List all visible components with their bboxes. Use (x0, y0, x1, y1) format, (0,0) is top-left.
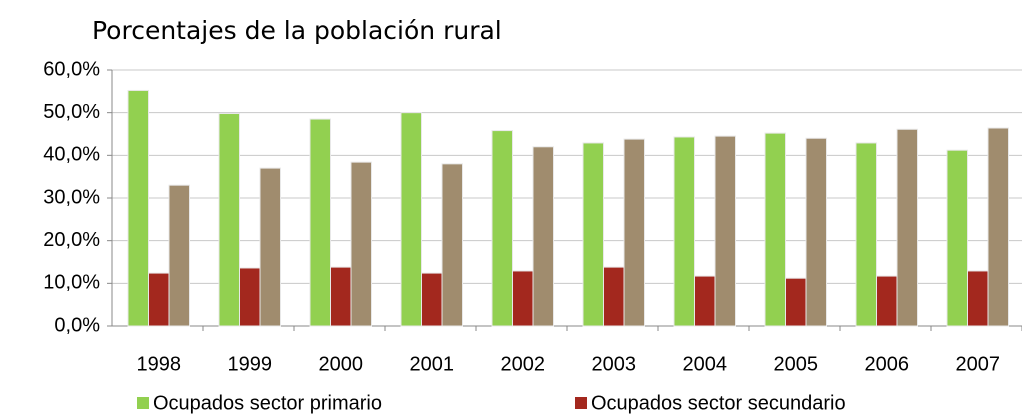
bar (441, 163, 463, 327)
bar (239, 267, 261, 327)
bar (259, 167, 281, 327)
bar (896, 128, 918, 327)
bar (967, 270, 989, 327)
y-tick-label: 30,0% (43, 186, 100, 208)
bar (309, 118, 331, 327)
bar (714, 135, 736, 327)
bar (512, 270, 534, 327)
y-tick-label: 10,0% (43, 272, 100, 294)
chart-title: Porcentajes de la población rural (92, 16, 502, 45)
legend-label: Ocupados sector primario (153, 392, 382, 414)
legend-label: Ocupados sector secundario (591, 392, 846, 414)
x-tick-label: 2002 (501, 353, 546, 375)
x-tick-label: 2007 (956, 353, 1001, 375)
x-tick-label: 2004 (683, 353, 728, 375)
bar (400, 112, 422, 327)
bar (582, 142, 604, 327)
bar (350, 161, 372, 327)
x-tick-label: 1999 (228, 353, 273, 375)
bar (603, 266, 625, 327)
bar (855, 142, 877, 327)
y-tick-label: 20,0% (43, 229, 100, 251)
bar (421, 272, 443, 327)
bar (330, 266, 352, 327)
bar (785, 277, 807, 327)
bar (946, 149, 968, 327)
x-tick-label: 2000 (319, 353, 364, 375)
bar (694, 275, 716, 327)
bar (218, 113, 240, 327)
legend-swatch (575, 397, 587, 409)
y-tick-label: 40,0% (43, 144, 100, 166)
x-tick-label: 1998 (137, 353, 182, 375)
bar (168, 184, 190, 327)
x-tick-label: 2005 (774, 353, 819, 375)
legend-swatch (137, 397, 149, 409)
bar (673, 136, 695, 327)
x-tick-label: 2006 (865, 353, 910, 375)
bar (764, 132, 786, 327)
bar (127, 89, 149, 327)
y-tick-label: 60,0% (43, 58, 100, 80)
bar (532, 146, 554, 327)
y-tick-label: 50,0% (43, 101, 100, 123)
bar (805, 137, 827, 327)
x-tick-label: 2003 (592, 353, 637, 375)
bar (491, 130, 513, 327)
bar (876, 275, 898, 327)
bar (987, 127, 1009, 327)
y-tick-label: 0,0% (54, 314, 100, 336)
bar (623, 138, 645, 327)
bar (148, 272, 170, 327)
x-tick-label: 2001 (410, 353, 455, 375)
